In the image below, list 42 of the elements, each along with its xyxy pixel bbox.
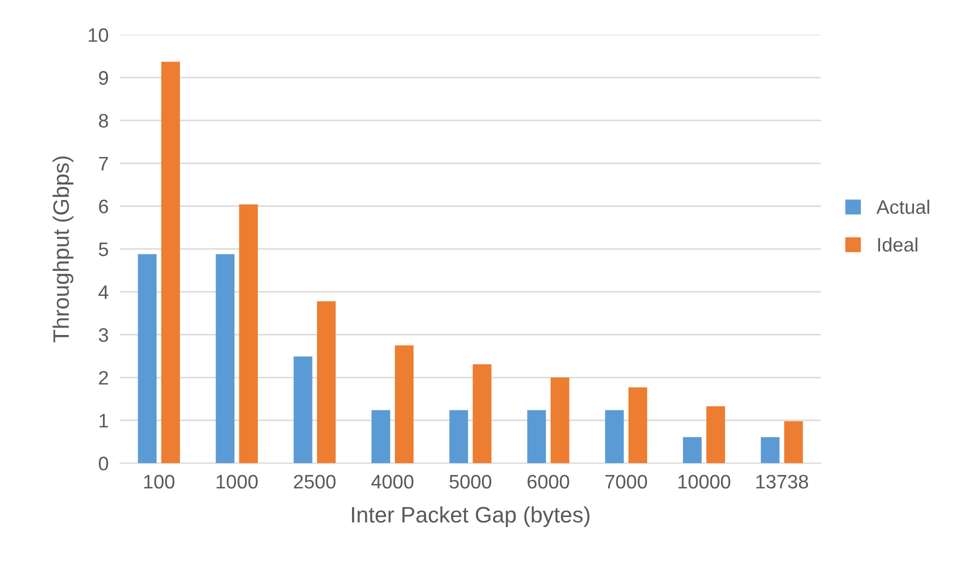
y-tick-label: 5 xyxy=(98,242,108,256)
bar xyxy=(760,437,780,464)
bar xyxy=(394,345,414,464)
bar xyxy=(449,410,468,464)
x-axis-title: Inter Packet Gap (bytes) xyxy=(352,506,590,528)
x-tick-label: 100 xyxy=(144,474,174,489)
x-tick-label: 5000 xyxy=(450,474,492,489)
bar xyxy=(161,62,180,464)
y-tick-label: 6 xyxy=(99,200,108,214)
bar xyxy=(216,254,234,464)
bar xyxy=(784,421,803,464)
y-tick-label: 1 xyxy=(100,414,108,428)
y-tick-label: 0 xyxy=(98,456,108,470)
y-tick-label: 4 xyxy=(98,285,108,299)
bar xyxy=(294,356,312,464)
x-tick-label: 6000 xyxy=(528,474,570,489)
bar xyxy=(372,410,390,464)
bar xyxy=(239,204,258,464)
bar xyxy=(706,406,726,464)
bar xyxy=(628,387,648,464)
y-tick-label: 8 xyxy=(98,114,108,128)
x-tick-label: 7000 xyxy=(606,474,648,489)
legend-label: Actual xyxy=(876,200,930,214)
bar xyxy=(550,378,570,464)
x-tick-label: 2500 xyxy=(294,474,336,489)
bar xyxy=(472,364,492,464)
bar xyxy=(605,410,624,464)
bar xyxy=(527,410,546,464)
y-tick-label: 10 xyxy=(88,28,108,42)
y-axis-title: Throughput (Gbps) xyxy=(52,156,74,342)
bar xyxy=(682,437,702,464)
legend-label: Ideal xyxy=(878,237,918,252)
y-tick-label: 7 xyxy=(99,156,108,170)
x-tick-label: 4000 xyxy=(371,474,414,489)
bar xyxy=(138,254,157,464)
y-tick-label: 3 xyxy=(98,328,108,342)
y-tick-label: 2 xyxy=(99,370,108,385)
x-tick-label: 10000 xyxy=(678,474,730,489)
x-tick-label: 13738 xyxy=(756,474,808,489)
y-tick-label: 9 xyxy=(98,71,108,85)
bar xyxy=(317,301,336,464)
x-tick-label: 1000 xyxy=(216,474,258,489)
